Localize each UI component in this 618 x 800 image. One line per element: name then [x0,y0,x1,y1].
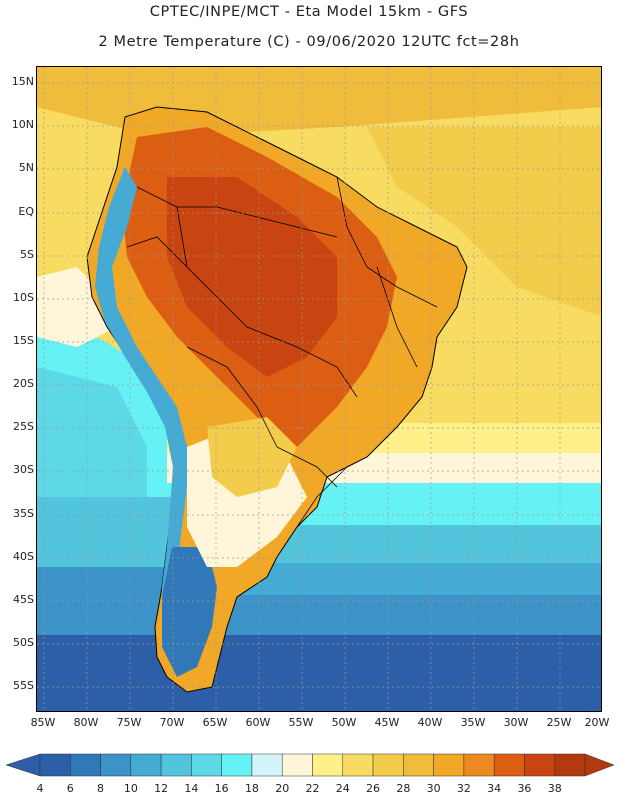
colorbar [0,748,618,800]
colorbar-label-34: 34 [487,782,502,795]
pacific-band-12 [37,497,177,567]
colorbar-swatch-4 [160,753,192,777]
lon-label-80w: 80W [73,716,99,729]
lon-label-75w: 75W [116,716,142,729]
colorbar-swatch-14 [463,753,495,777]
colorbar-label-28: 28 [396,782,411,795]
colorbar-label-24: 24 [335,782,350,795]
colorbar-swatch-6 [221,753,253,777]
colorbar-swatch-8 [281,753,313,777]
colorbar-label-18: 18 [244,782,259,795]
lat-label-5n: 5N [18,161,34,174]
lat-label-20s: 20S [13,377,34,390]
country-borders [126,176,438,528]
lon-label-35w: 35W [460,716,486,729]
lat-label-10s: 10S [13,291,34,304]
lon-label-85w: 85W [30,716,56,729]
colorbar-swatch-11 [372,753,404,777]
colorbar-label-16: 16 [214,782,229,795]
colorbar-swatch-10 [342,753,374,777]
lon-label-40w: 40W [417,716,443,729]
colorbar-swatch-3 [130,753,162,777]
pacific-coastal-cool2 [37,367,147,527]
colorbar-label-6: 6 [66,782,74,795]
lon-label-65w: 65W [202,716,228,729]
warm-ocean-patch [367,127,601,317]
colorbar-swatch-7 [251,753,283,777]
colorbar-label-32: 32 [456,782,471,795]
colorbar-label-30: 30 [426,782,441,795]
lat-label-5s: 5S [20,248,34,261]
lat-label-45s: 45S [13,593,34,606]
colorbar-label-20: 20 [275,782,290,795]
colorbar-high-arrow [584,753,615,777]
lon-label-55w: 55W [288,716,314,729]
colorbar-label-22: 22 [305,782,320,795]
colorbar-label-10: 10 [123,782,138,795]
colorbar-label-26: 26 [366,782,381,795]
lat-label-25s: 25S [13,420,34,433]
lon-label-50w: 50W [331,716,357,729]
pacific-band-8 [37,567,167,627]
argentina-warm [207,417,297,497]
colorbar-label-14: 14 [184,782,199,795]
colorbar-swatches [5,753,615,777]
lat-lon-grid [37,67,601,711]
lat-label-15s: 15S [13,334,34,347]
chart-title-line1: CPTEC/INPE/MCT - Eta Model 15km - GFS [149,4,469,20]
lat-label-50s: 50S [13,636,34,649]
colorbar-label-4: 4 [36,782,44,795]
colorbar-swatch-13 [433,753,465,777]
andes-cool [95,167,187,647]
colorbar-swatch-17 [554,753,586,777]
lon-label-70w: 70W [159,716,185,729]
map-canvas [37,67,601,711]
temperature-map [36,66,602,712]
colorbar-swatch-12 [403,753,434,777]
colorbar-low-arrow [5,753,41,777]
chart-title-line2: 2 Metre Temperature (C) - 09/06/2020 12U… [98,34,520,50]
colorbar-swatch-2 [100,753,132,777]
lat-label-15n: 15N [11,75,34,88]
colorbar-label-36: 36 [517,782,532,795]
colorbar-swatch-9 [312,753,344,777]
colorbar-swatch-15 [493,753,525,777]
patagonia-cold [162,547,217,677]
colorbar-swatch-16 [524,753,555,777]
colorbar-label-38: 38 [547,782,562,795]
colorbar-swatch-1 [70,753,101,777]
lat-label-10n: 10N [11,118,34,131]
lat-label-35s: 35S [13,507,34,520]
lat-label-30s: 30S [13,463,34,476]
lon-label-60w: 60W [245,716,271,729]
colorbar-swatch-5 [191,753,222,777]
colorbar-label-12: 12 [154,782,169,795]
colorbar-swatch-0 [39,753,71,777]
ocean-band-4c [37,627,601,711]
lon-label-30w: 30W [503,716,529,729]
lat-label-55s: 55S [13,679,34,692]
lat-label-eq: EQ [18,205,34,218]
lat-label-40s: 40S [13,550,34,563]
interior-hottest [167,177,337,377]
lon-label-20w: 20W [584,716,610,729]
colorbar-label-8: 8 [97,782,105,795]
lon-label-25w: 25W [546,716,572,729]
lon-label-45w: 45W [374,716,400,729]
